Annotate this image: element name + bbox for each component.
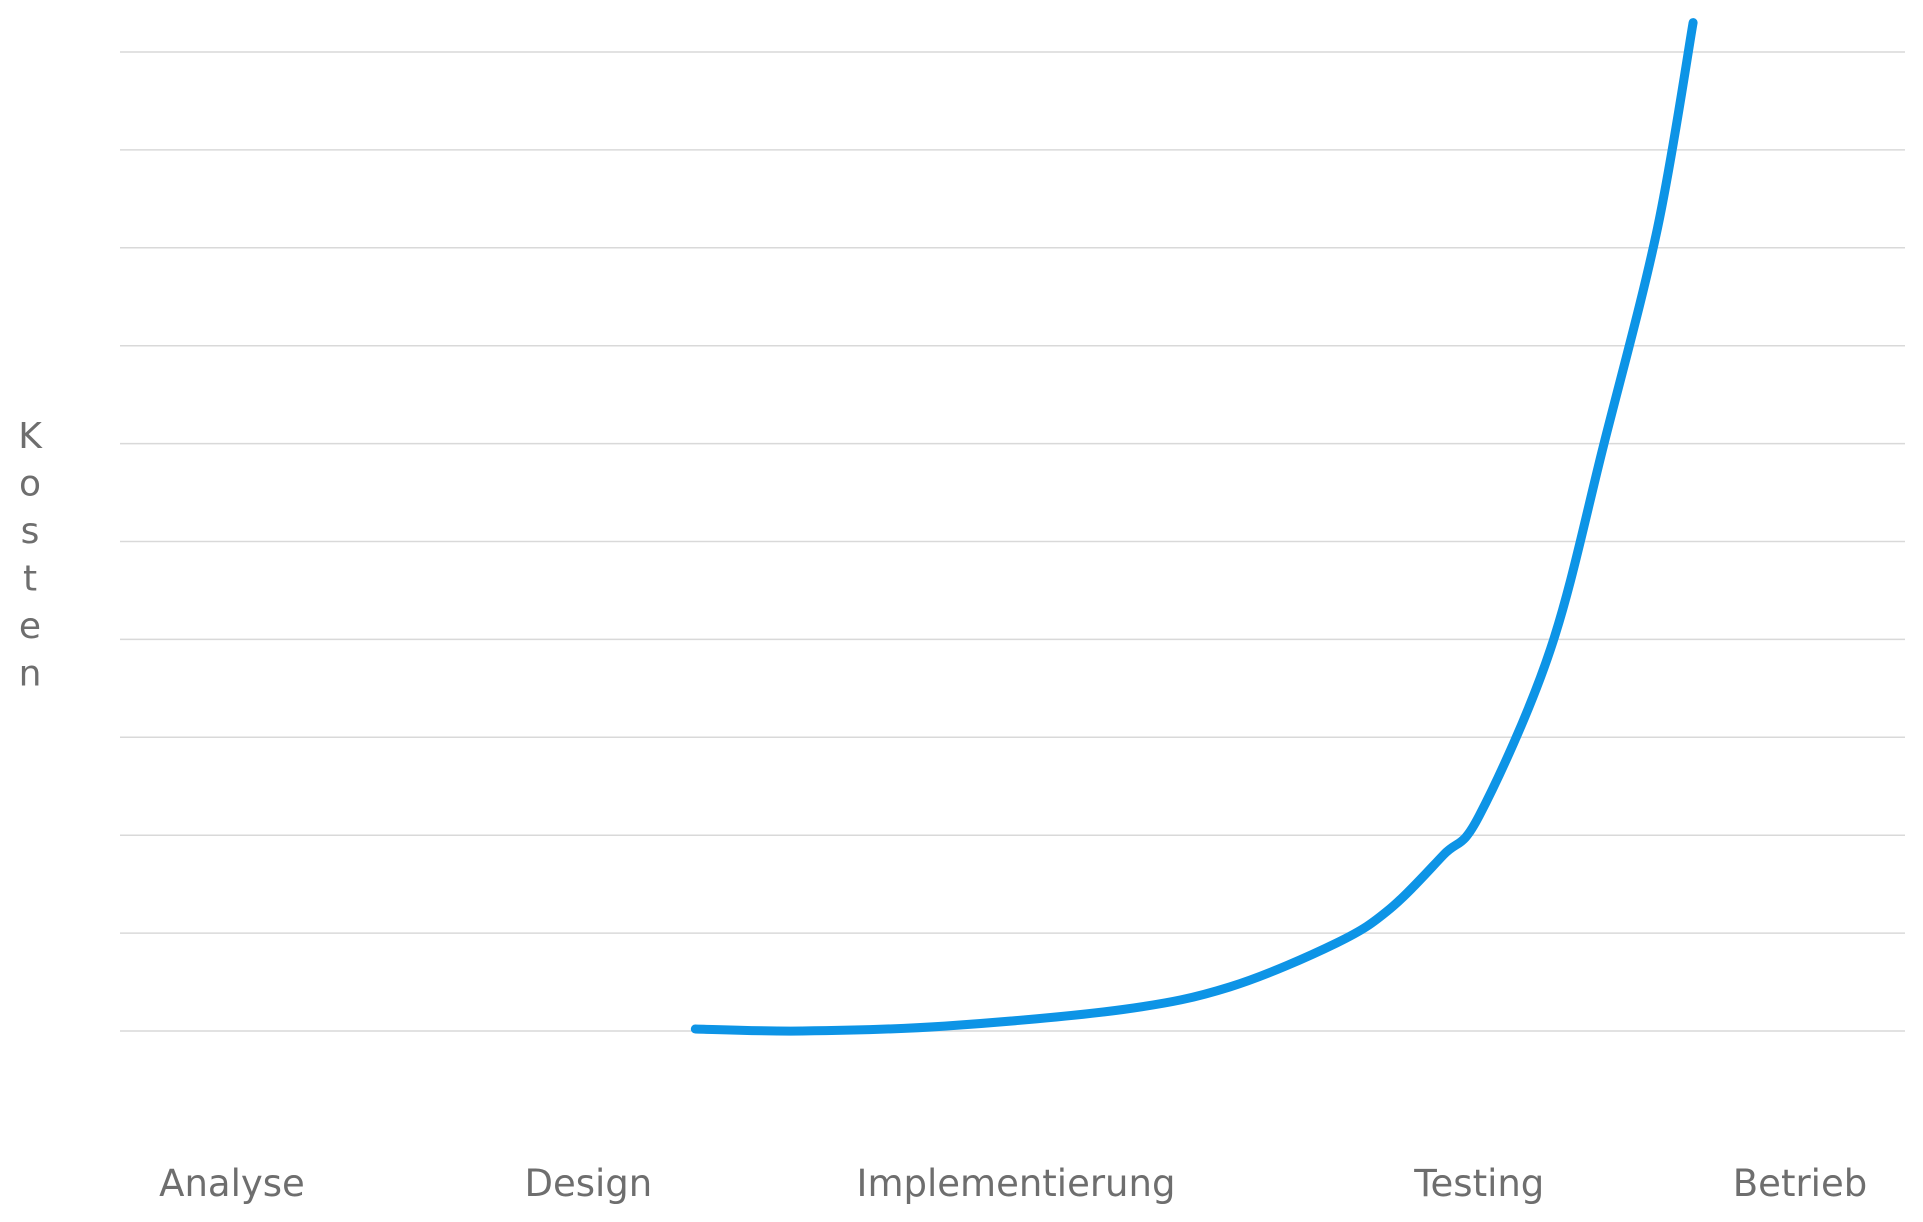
y-axis-label-letter: o (19, 464, 41, 505)
x-tick-labels: Analyse Design Implementierung Testing Betri… (159, 1162, 1867, 1205)
gridlines (120, 51, 1905, 1032)
y-axis-label-letter: t (23, 559, 37, 600)
x-tick-label: Testing (1413, 1162, 1544, 1205)
x-tick-label: Analyse (159, 1162, 305, 1205)
x-tick-label: Implementierung (857, 1162, 1176, 1205)
x-tick-label: Betrieb (1733, 1162, 1867, 1205)
y-axis-label-letter: e (19, 606, 41, 647)
series-line-0 (690, 18, 1698, 1036)
y-axis-label-letter: K (18, 416, 43, 457)
series-lines (690, 18, 1698, 1036)
y-axis-label-letter: s (21, 511, 40, 552)
y-axis-label-letter: n (19, 654, 42, 695)
x-tick-label: Design (524, 1162, 652, 1205)
